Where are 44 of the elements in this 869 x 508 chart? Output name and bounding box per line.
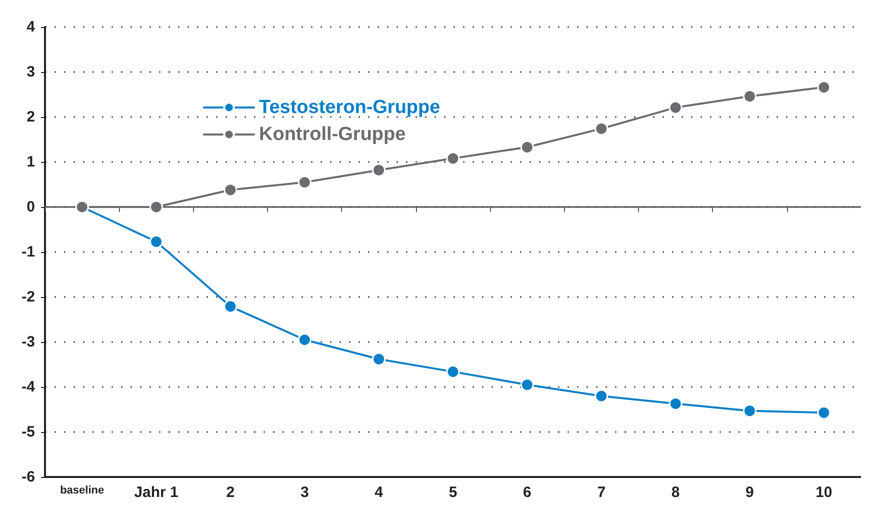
x-tick-label: 6 bbox=[523, 484, 532, 501]
point bbox=[520, 140, 534, 154]
point bbox=[594, 389, 608, 403]
x-tick-label: 4 bbox=[374, 484, 384, 501]
legend-label: Kontroll-Gruppe bbox=[259, 124, 406, 145]
legend-label: Testosteron-Gruppe bbox=[259, 97, 440, 118]
point bbox=[520, 378, 534, 392]
point bbox=[668, 100, 682, 114]
x-tick-label: Jahr 1 bbox=[134, 484, 178, 501]
point bbox=[150, 200, 164, 214]
y-tick-label: 4 bbox=[26, 18, 36, 36]
point bbox=[594, 122, 608, 136]
y-tick-label: 0 bbox=[26, 198, 35, 216]
y-tick-label: -5 bbox=[22, 424, 35, 440]
point bbox=[742, 404, 756, 418]
point bbox=[446, 364, 460, 378]
y-tick-label: 2 bbox=[26, 108, 35, 126]
y-tick-label: -6 bbox=[22, 468, 35, 486]
y-tick-label: -2 bbox=[22, 288, 35, 306]
point bbox=[224, 300, 238, 314]
point bbox=[298, 176, 312, 189]
point bbox=[372, 352, 386, 366]
x-tick-label: 10 bbox=[816, 484, 832, 501]
x-tick-label: baseline bbox=[60, 484, 104, 496]
point bbox=[224, 183, 238, 197]
point bbox=[817, 80, 831, 94]
y-tick-label: 3 bbox=[26, 64, 35, 80]
x-tick-label: 2 bbox=[226, 484, 235, 501]
point bbox=[150, 234, 164, 248]
x-tick-label: 5 bbox=[448, 484, 458, 501]
x-tick-label: 3 bbox=[300, 484, 309, 501]
y-tick-label: -1 bbox=[22, 244, 35, 260]
x-tick-label: 7 bbox=[597, 484, 606, 501]
y-tick-label: -4 bbox=[22, 378, 36, 396]
point bbox=[298, 333, 312, 346]
x-tick-label: 8 bbox=[671, 484, 680, 501]
x-tick-label: 9 bbox=[746, 484, 754, 501]
y-tick-label: -3 bbox=[22, 334, 35, 350]
y-tick-label: 1 bbox=[26, 154, 35, 170]
point bbox=[742, 90, 756, 104]
point bbox=[372, 163, 386, 177]
point bbox=[446, 152, 460, 166]
point bbox=[668, 396, 682, 410]
point bbox=[817, 406, 831, 420]
